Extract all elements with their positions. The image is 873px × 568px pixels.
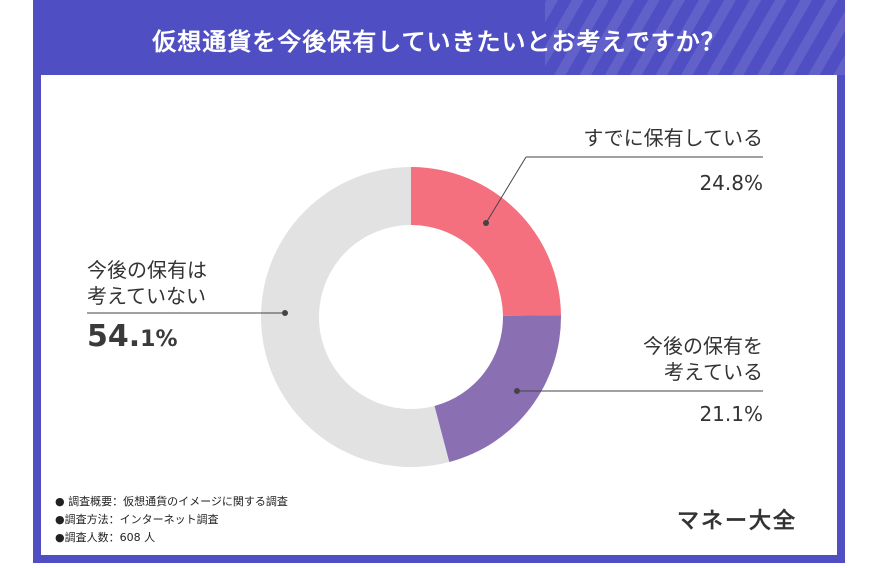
survey-notes: ● 調査概要：仮想通貨のイメージに関する調査 ●調査方法：インターネット調査 ●… (55, 493, 288, 547)
value-not-integer: 54. (87, 319, 141, 354)
slice-not (261, 167, 450, 467)
leader-line-owned (485, 156, 527, 224)
header-stripes (545, 0, 845, 75)
note-overview: ● 調査概要：仮想通貨のイメージに関する調査 (55, 495, 288, 508)
value-owned: 24.8% (699, 171, 763, 195)
chart-title: 仮想通貨を今後保有していきたいとお考えですか？ (152, 28, 726, 56)
label-owned: すでに保有している (583, 126, 763, 150)
slice-planned (434, 315, 561, 463)
slice-owned (411, 167, 561, 316)
value-not: 54.1% (87, 319, 178, 354)
note-method: ●調査方法：インターネット調査 (55, 513, 219, 526)
leader-dot-not (282, 310, 288, 316)
value-not-decimal: 1% (140, 327, 178, 352)
value-planned: 21.1% (699, 402, 763, 426)
leader-dot-planned (514, 388, 520, 394)
note-count: ●調査人数：608 人 (55, 531, 156, 544)
brand-logo: マネー大全 (676, 509, 797, 534)
label-not-line2: 考えていない (87, 284, 206, 308)
label-planned-line1: 今後の保有を (643, 334, 763, 358)
donut-chart (87, 156, 763, 467)
label-not-line1: 今後の保有は (87, 258, 207, 282)
infographic-frame: 仮想通貨を今後保有していきたいとお考えですか？ すでに保有している 24.8% … (33, 0, 845, 563)
label-planned-line2: 考えている (664, 360, 763, 384)
leader-dot-owned (483, 220, 489, 226)
header-banner: 仮想通貨を今後保有していきたいとお考えですか？ (33, 0, 845, 75)
chart-panel: すでに保有している 24.8% 今後の保有を 考えている 21.1% 今後の保有… (41, 75, 837, 555)
